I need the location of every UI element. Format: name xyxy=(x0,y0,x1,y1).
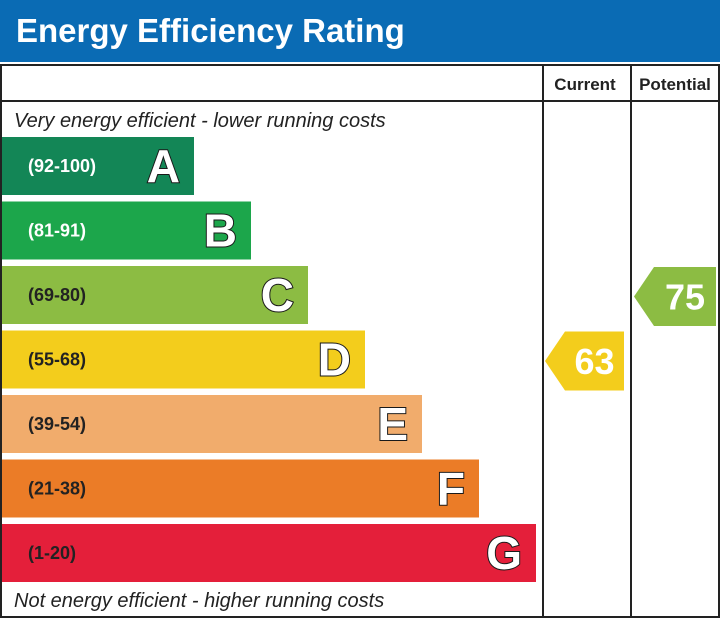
potential-rating-marker xyxy=(634,267,716,326)
band-range-label: (39-54) xyxy=(28,414,86,434)
potential-column-header: Potential xyxy=(639,75,711,94)
band-e: (39-54) E xyxy=(2,395,422,453)
band-b: (81-91) B xyxy=(2,201,251,260)
bottom-efficiency-note: Not energy efficient - higher running co… xyxy=(14,590,384,612)
band-letter-label: A xyxy=(147,140,180,192)
band-bar-b xyxy=(2,201,251,260)
band-letter-label: E xyxy=(377,398,408,450)
band-letter-label: B xyxy=(204,205,237,257)
band-range-label: (21-38) xyxy=(28,479,86,499)
band-range-label: (81-91) xyxy=(28,221,86,241)
current-column-header: Current xyxy=(554,75,616,94)
band-letter-label: F xyxy=(437,463,465,515)
band-bar-c xyxy=(2,266,308,324)
band-bar-f xyxy=(2,459,479,518)
band-bar-e xyxy=(2,395,422,453)
top-efficiency-note: Very energy efficient - lower running co… xyxy=(14,110,386,132)
band-d: (55-68) D xyxy=(2,330,365,389)
band-f: (21-38) F xyxy=(2,459,479,518)
band-bar-a xyxy=(2,137,194,195)
band-c: (69-80) C xyxy=(2,266,308,324)
band-range-label: (55-68) xyxy=(28,350,86,370)
band-bar-d xyxy=(2,330,365,389)
band-a: (92-100) A xyxy=(2,137,194,195)
band-letter-label: G xyxy=(486,527,522,579)
band-letter-label: D xyxy=(318,334,351,386)
header-bar xyxy=(0,0,720,62)
rating-bands: (92-100) A (81-91) B (69-80) C (55-68) D (39-54)… xyxy=(2,137,536,582)
band-range-label: (69-80) xyxy=(28,285,86,305)
band-range-label: (92-100) xyxy=(28,156,96,176)
band-range-label: (1-20) xyxy=(28,543,76,563)
chart-title: Energy Efficiency Rating xyxy=(16,12,405,49)
band-bar-g xyxy=(2,524,536,582)
current-rating-arrow: 63 xyxy=(545,331,624,391)
table-frame xyxy=(0,64,720,618)
potential-rating-value: 75 xyxy=(665,277,705,318)
current-rating-value: 63 xyxy=(574,341,614,382)
current-rating-marker xyxy=(545,331,624,391)
band-letter-label: C xyxy=(261,269,294,321)
band-g: (1-20) G xyxy=(2,524,536,582)
rating-arrows: 63 75 xyxy=(545,267,716,391)
potential-rating-arrow: 75 xyxy=(634,267,716,326)
